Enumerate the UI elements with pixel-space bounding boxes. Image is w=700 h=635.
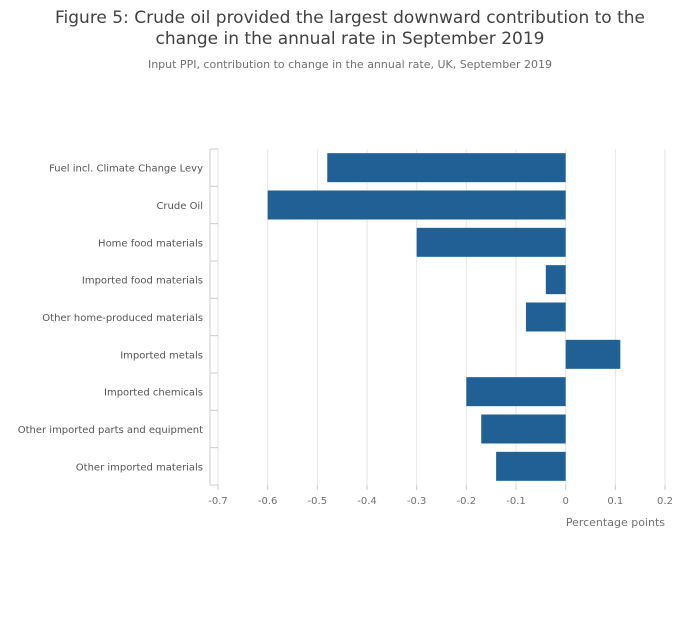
x-tick-label: 0.1 [607, 496, 623, 507]
x-tick-label: -0.5 [308, 496, 328, 507]
bar[interactable] [545, 265, 566, 295]
y-category-label: Crude Oil [156, 201, 203, 212]
bar[interactable] [327, 153, 566, 183]
x-axis-title: Percentage points [566, 516, 665, 529]
chart-title-line-1: Figure 5: Crude oil provided the largest… [54, 8, 646, 28]
chart-title-line-2: change in the annual rate in September 2… [155, 29, 545, 49]
x-tick-label: -0.1 [506, 496, 526, 507]
y-category-label: Imported metals [120, 350, 203, 361]
x-tick-label: 0 [562, 496, 568, 507]
bars [267, 153, 621, 481]
bar[interactable] [496, 451, 566, 481]
y-axis: Fuel incl. Climate Change Levy Crude Oil H… [18, 148, 218, 486]
bar[interactable] [525, 302, 566, 332]
y-category-label: Other imported materials [76, 462, 203, 473]
chart-title: Figure 5: Crude oil provided the largest… [0, 8, 700, 50]
x-tick-label: -0.6 [258, 496, 278, 507]
x-tick-label: -0.4 [357, 496, 377, 507]
y-category-label: Imported chemicals [104, 388, 203, 399]
bar[interactable] [466, 377, 566, 407]
chart-subtitle: Input PPI, contribution to change in the… [147, 58, 553, 71]
x-tick-label: 0.2 [657, 496, 673, 507]
x-axis: -0.7 -0.6 -0.5 -0.4 -0.3 -0.2 -0.1 0 0.1 0.2 Perce… [208, 485, 673, 529]
bar[interactable] [565, 339, 621, 369]
y-category-label: Home food materials [98, 238, 203, 249]
y-category-label: Imported food materials [82, 276, 203, 287]
x-tick-label: -0.3 [407, 496, 427, 507]
bar[interactable] [481, 414, 566, 444]
y-category-label: Other imported parts and equipment [18, 425, 203, 436]
y-category-label: Fuel incl. Climate Change Levy [49, 164, 203, 175]
y-category-label: Other home-produced materials [42, 313, 203, 324]
x-tick-label: -0.2 [457, 496, 477, 507]
bar[interactable] [267, 190, 566, 220]
x-tick-label: -0.7 [208, 496, 228, 507]
bar[interactable] [416, 227, 566, 257]
